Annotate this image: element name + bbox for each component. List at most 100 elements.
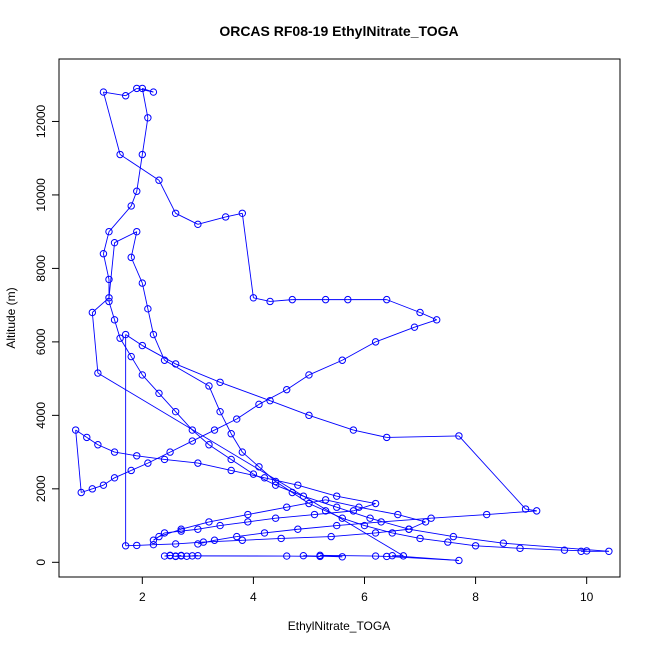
data-point: [455, 556, 463, 565]
data-point: [471, 542, 480, 550]
data-point: [160, 529, 169, 537]
series-line-segment: [158, 180, 177, 214]
data-point: [371, 499, 380, 508]
series-line-segment: [486, 510, 537, 515]
series-line-segment: [270, 299, 293, 302]
data-point: [321, 496, 330, 504]
data-point: [366, 514, 374, 522]
series-line-segment: [408, 528, 454, 538]
series-line-segment: [242, 537, 282, 541]
series-line-segment: [197, 462, 232, 471]
data-point: [444, 538, 452, 546]
data-point: [149, 540, 158, 549]
series-line-segment: [264, 477, 298, 486]
data-point: [360, 521, 369, 530]
data-point: [133, 541, 141, 550]
data-point: [116, 150, 124, 159]
y-tick-label: 0: [34, 559, 48, 566]
series-line-segment: [286, 374, 310, 391]
data-point: [166, 448, 174, 456]
series-line-segment: [258, 389, 287, 405]
chart-title: ORCAS RF08-19 EthylNitrate_TOGA: [219, 23, 458, 39]
series-line-segment: [136, 154, 143, 192]
series-line-segment: [447, 541, 476, 547]
data-point: [233, 415, 241, 423]
series-line-segment: [520, 547, 565, 551]
data-point: [532, 507, 541, 515]
data-point: [255, 400, 263, 409]
data-point: [299, 551, 308, 560]
data-point: [205, 382, 213, 390]
series-line-segment: [358, 506, 398, 515]
data-point: [244, 518, 252, 526]
data-point: [410, 323, 419, 331]
data-point: [305, 411, 313, 420]
data-point: [216, 407, 224, 416]
data-point: [294, 481, 302, 489]
data-point: [144, 305, 152, 313]
series-line-segment: [119, 154, 160, 181]
series-line-segment: [230, 459, 254, 475]
data-point: [194, 551, 202, 560]
series-line-segment: [241, 451, 260, 468]
series-line-segment: [130, 191, 138, 207]
data-point: [133, 227, 141, 236]
data-point: [371, 338, 380, 346]
data-point: [394, 510, 402, 519]
series-line-segment: [164, 359, 210, 387]
data-point: [177, 551, 185, 560]
series-line-segment: [369, 517, 410, 530]
data-point: [149, 330, 158, 339]
data-point: [188, 552, 197, 560]
data-point: [277, 534, 285, 543]
data-point: [171, 209, 180, 217]
series-line-segment: [169, 440, 193, 453]
data-point: [171, 360, 180, 368]
series-line-segment: [147, 308, 154, 335]
data-point: [205, 518, 213, 526]
data-point: [605, 547, 613, 555]
data-point: [238, 448, 246, 456]
data-point: [433, 316, 441, 324]
series-line-segment: [219, 411, 232, 434]
data-point: [166, 551, 174, 560]
data-point: [521, 505, 530, 513]
series-line-segment: [141, 117, 149, 155]
data-point: [388, 529, 396, 537]
series-line-segment: [75, 429, 88, 438]
data-point: [94, 441, 102, 449]
series-line-segment: [297, 525, 337, 530]
series-line-segment: [308, 359, 343, 376]
data-point: [227, 455, 235, 464]
data-point: [171, 407, 180, 416]
data-point: [338, 514, 346, 522]
data-point: [560, 546, 569, 554]
series-line-segment: [314, 510, 354, 515]
series-line-segment: [320, 554, 376, 557]
data-point: [371, 529, 380, 537]
series-line-segment: [114, 231, 137, 244]
series-line-segment: [175, 411, 193, 431]
data-point: [299, 492, 308, 500]
data-point: [110, 448, 119, 456]
data-point: [105, 227, 113, 236]
series-lines: [75, 87, 609, 561]
data-point: [171, 552, 180, 560]
series-line-segment: [208, 514, 248, 523]
data-point: [288, 488, 296, 497]
y-tick-label: 12000: [34, 104, 48, 138]
series-line-segment: [141, 283, 149, 309]
series-line-segment: [103, 477, 115, 486]
data-point: [188, 426, 197, 434]
series-line-segment: [220, 521, 248, 527]
y-tick-label: 4000: [34, 402, 48, 429]
series-line-segment: [247, 506, 287, 515]
series-line-segment: [147, 451, 171, 464]
data-point: [388, 551, 396, 560]
series-line-segment: [175, 541, 204, 545]
data-point: [110, 316, 119, 324]
series-line-segment: [92, 484, 104, 490]
series-line-segment: [342, 517, 365, 526]
series-line-segment: [153, 334, 165, 361]
